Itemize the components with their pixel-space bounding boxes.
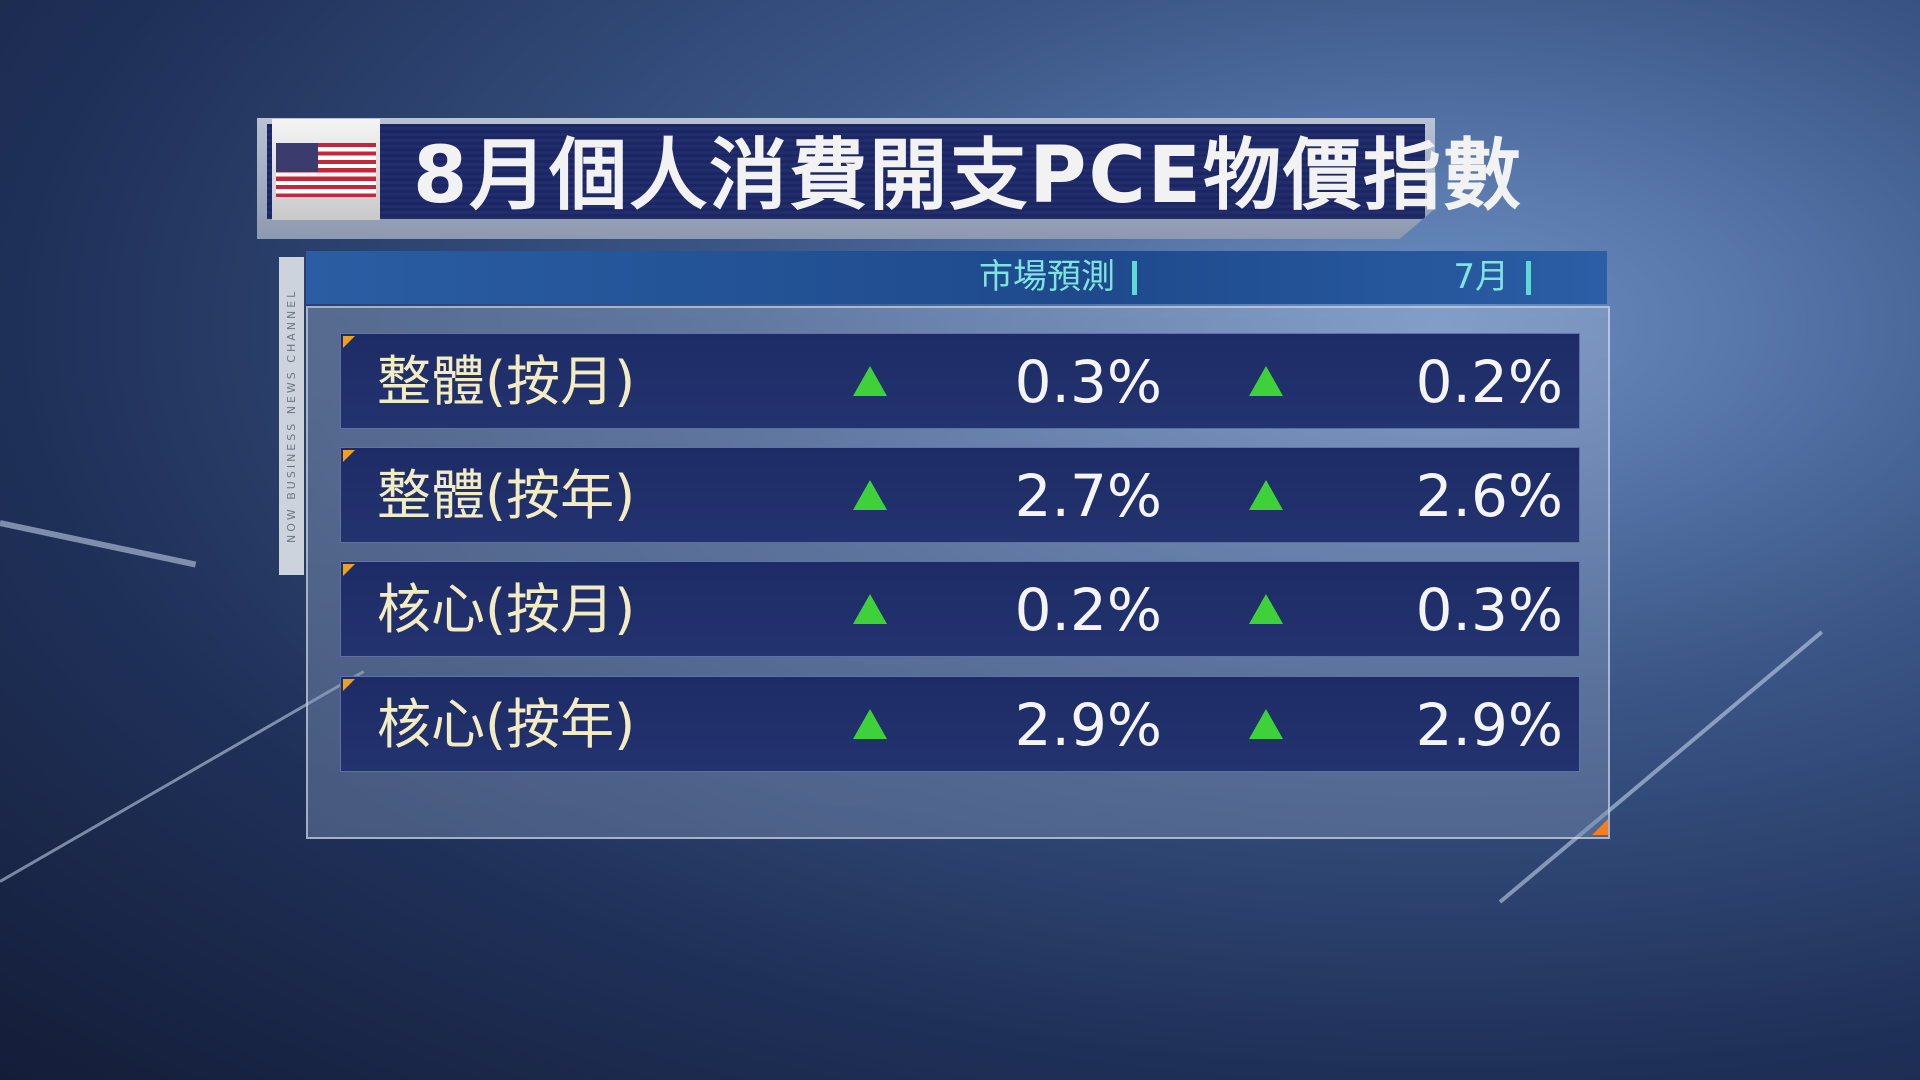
up-arrow-icon (1249, 709, 1283, 739)
up-arrow-icon (853, 709, 887, 739)
background-light-streak (0, 520, 197, 568)
up-arrow-icon (853, 480, 887, 510)
previous-value: 0.2% (1415, 348, 1563, 416)
previous-value: 2.6% (1415, 462, 1563, 530)
us-flag-icon (276, 143, 376, 197)
previous-value: 2.9% (1415, 691, 1563, 759)
up-arrow-icon (853, 366, 887, 396)
forecast-value: 2.7% (1014, 462, 1162, 530)
column-forecast: 市場預測 (979, 251, 1137, 304)
up-arrow-icon (1249, 594, 1283, 624)
corner-accent (1592, 819, 1608, 835)
up-arrow-icon (1249, 366, 1283, 396)
up-arrow-icon (1249, 480, 1283, 510)
page-title: 8月個人消費開支PCE物價指數 (413, 131, 1523, 221)
table-row: 整體(按年) 2.7% 2.6% (340, 447, 1580, 543)
table-row: 整體(按月) 0.3% 0.2% (340, 333, 1580, 429)
row-label: 整體(按月) (377, 350, 636, 413)
column-previous: 7月 (1453, 251, 1531, 304)
column-header: 市場預測 7月 (306, 251, 1607, 304)
forecast-value: 0.2% (1014, 576, 1162, 644)
previous-value: 0.3% (1415, 576, 1563, 644)
forecast-value: 0.3% (1014, 348, 1162, 416)
up-arrow-icon (853, 594, 887, 624)
forecast-value: 2.9% (1014, 691, 1162, 759)
table-row: 核心(按月) 0.2% 0.3% (340, 561, 1580, 657)
channel-side-label: NOW BUSINESS NEWS CHANNEL (279, 257, 304, 575)
title-bar (257, 118, 1435, 239)
row-label: 整體(按年) (377, 464, 636, 527)
row-label: 核心(按年) (377, 693, 636, 756)
flag-box (272, 119, 380, 220)
table-row: 核心(按年) 2.9% 2.9% (340, 676, 1580, 772)
row-label: 核心(按月) (377, 578, 636, 641)
